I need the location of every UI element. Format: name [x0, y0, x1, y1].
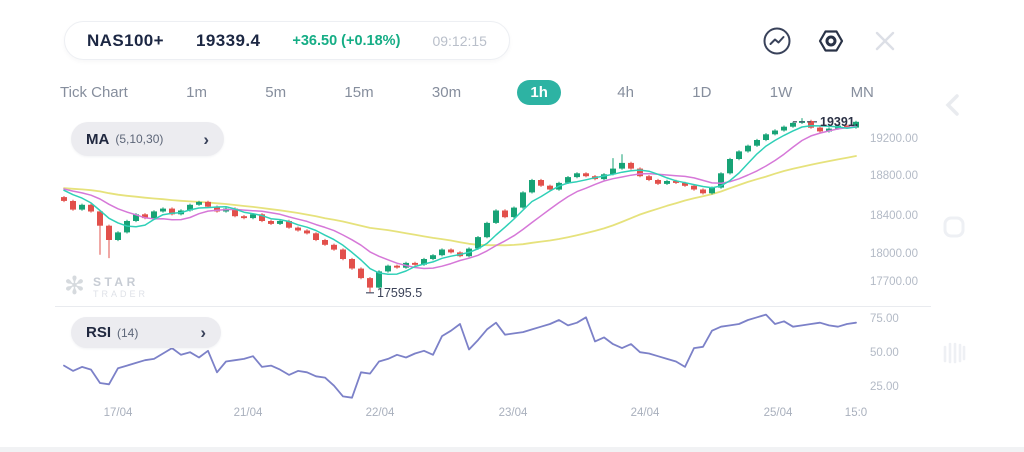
tab-4h[interactable]: 4h: [617, 83, 634, 101]
tab-1h[interactable]: 1h: [517, 79, 561, 105]
panel-divider: [55, 306, 931, 307]
tab-1m[interactable]: 1m: [186, 83, 207, 101]
rsi-axis-label: 75.00: [870, 313, 899, 325]
watermark-line1: STAR: [92, 274, 139, 289]
date-axis-label: 17/04: [103, 407, 133, 419]
tab-1d[interactable]: 1D: [692, 83, 712, 101]
indicator-trend-icon[interactable]: [762, 26, 792, 56]
ma-params: (5,10,30): [115, 132, 164, 146]
low-price-marker: 17595.5: [377, 286, 423, 300]
price-axis-label: 19200.00: [870, 133, 918, 145]
chevron-right-icon: ›: [203, 129, 209, 149]
settings-hexagon-icon[interactable]: [816, 26, 846, 56]
tab-mn[interactable]: MN: [850, 83, 874, 101]
chevron-left-icon[interactable]: [944, 93, 960, 117]
ma-label: MA: [86, 130, 110, 148]
tab-30m[interactable]: 30m: [431, 83, 462, 101]
star-trader-watermark: ✻ STAR TRADER: [64, 274, 148, 299]
rsi-indicator-button[interactable]: RSI (14) ›: [71, 317, 221, 348]
layers-square-icon[interactable]: [940, 213, 968, 241]
price-axis-label: 18400.00: [870, 210, 918, 222]
last-price: 19339.4: [196, 30, 261, 50]
ma-indicator-button[interactable]: MA (5,10,30) ›: [71, 122, 224, 156]
close-icon[interactable]: [872, 28, 898, 54]
tab-5m[interactable]: 5m: [265, 83, 287, 101]
symbol-name: NAS100+: [87, 30, 164, 50]
tab-15m[interactable]: 15m: [344, 83, 374, 101]
last-price-marker: 19391.: [820, 115, 859, 129]
time-axis-label: 15:0: [844, 407, 868, 419]
bottom-edge-bar: [0, 447, 1024, 452]
tab-tick-chart[interactable]: Tick Chart: [60, 83, 128, 101]
price-change: +36.50 (+0.18%): [292, 32, 401, 49]
rsi-label: RSI: [86, 324, 112, 341]
tab-1w[interactable]: 1W: [769, 83, 793, 101]
volume-bars-icon[interactable]: [940, 339, 968, 367]
quote-time: 09:12:15: [432, 32, 487, 49]
star-logo-icon: ✻: [64, 272, 85, 300]
price-axis-label: 17700.00: [870, 276, 918, 288]
rsi-params: (14): [117, 325, 139, 340]
rsi-axis-label: 50.00: [870, 347, 899, 359]
date-axis-label: 23/04: [498, 407, 528, 419]
chevron-right-icon: ›: [200, 323, 206, 342]
rsi-axis-label: 25.00: [870, 381, 899, 393]
price-axis-label: 18000.00: [870, 248, 918, 260]
date-axis-label: 24/04: [630, 407, 660, 419]
price-axis-label: 18800.00: [870, 170, 918, 182]
timeframe-tabs: Tick Chart 1m 5m 15m 30m 1h 4h 1D 1W MN: [58, 77, 876, 107]
date-axis-label: 25/04: [763, 407, 793, 419]
date-axis-label: 21/04: [233, 407, 263, 419]
symbol-quote-pill[interactable]: NAS100+ 19339.4 +36.50 (+0.18%) 09:12:15: [64, 21, 510, 60]
watermark-line2: TRADER: [92, 288, 148, 299]
date-axis-label: 22/04: [365, 407, 395, 419]
